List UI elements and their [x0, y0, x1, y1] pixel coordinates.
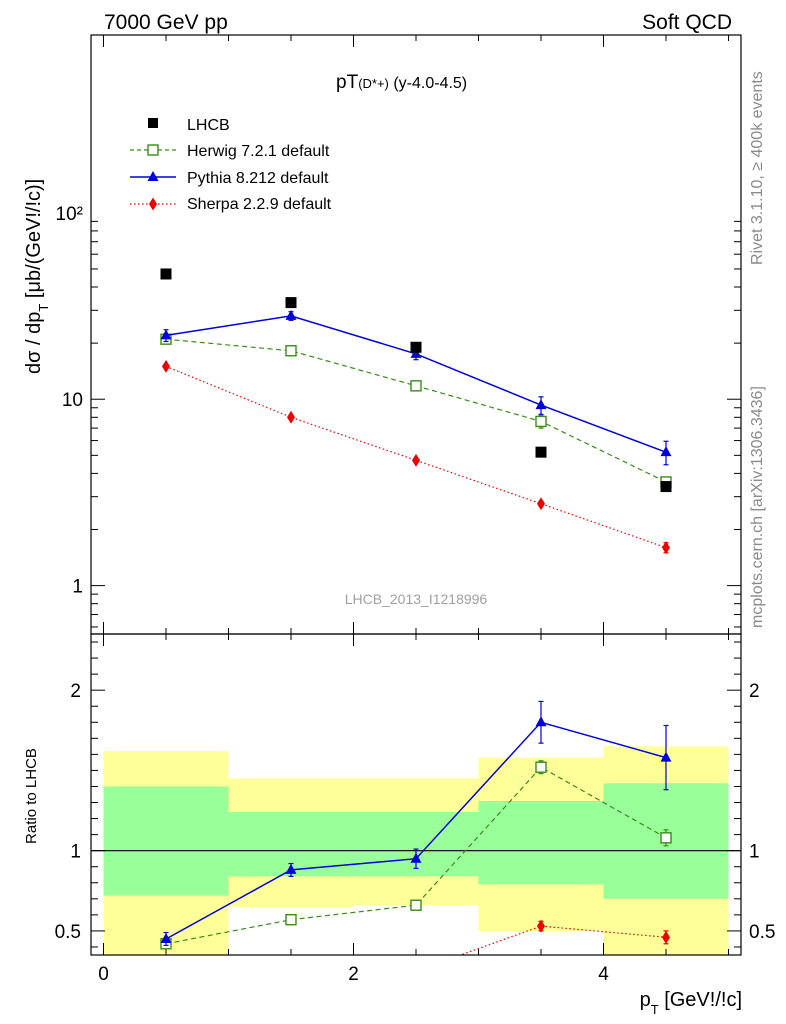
- legend: LHCB Herwig 7.2.1 default Pythia 8.212 d…: [130, 117, 332, 213]
- ratio-ticks: 0 2 4 0.5 0.5 1 1 2 2: [55, 634, 775, 985]
- ratio-xlabel-sub: T: [651, 1002, 659, 1017]
- ratio-point-herwig: [660, 832, 672, 844]
- ratio-point-pythia: [660, 751, 672, 762]
- ratio-point-herwig: [285, 913, 297, 926]
- main-title-tail: (y-4.0-4.5): [389, 75, 467, 92]
- rivet-version-label: Rivet 3.1.10, ≥ 400k events: [749, 71, 766, 265]
- ratio-point-herwig: [410, 899, 422, 911]
- main-series-data: [160, 268, 672, 493]
- legend-marker-triangle: [147, 171, 159, 181]
- ratio-point-sherpa: [412, 965, 420, 978]
- ratio-ytick-label-right: 2: [749, 681, 760, 702]
- ratio-band-inner: [103, 786, 229, 896]
- legend-entry-data: LHCB: [148, 117, 230, 134]
- ratio-xlabel: pT [GeV!/!c]: [640, 989, 742, 1017]
- ratio-point-pythia: [410, 852, 422, 863]
- main-point-pythia: [660, 446, 672, 457]
- ratio-line-sherpa: [458, 925, 667, 955]
- ratio-ylabel: Ratio to LHCB: [23, 748, 40, 844]
- legend-label-herwig: Herwig 7.2.1 default: [187, 143, 330, 160]
- legend-marker-diamond: [149, 197, 157, 211]
- main-title-main: pT: [336, 72, 359, 93]
- ratio-frame: [90, 633, 742, 956]
- energy-label: 7000 GeV pp: [104, 11, 228, 34]
- main-point-pythia: [160, 329, 172, 340]
- main-ylabel: dσ / dpT [μb/(GeV!/!c)]: [23, 179, 51, 374]
- main-title: pT(D*+) (y-4.0-4.5): [336, 72, 467, 93]
- main-point-pythia: [410, 347, 422, 358]
- ratio-point-herwig: [535, 761, 547, 773]
- main-point-sherpa: [287, 410, 295, 424]
- main-point-sherpa: [662, 541, 670, 555]
- ratio-xtick-label: 4: [598, 964, 609, 985]
- process-label: Soft QCD: [642, 11, 732, 34]
- main-point-herwig: [410, 380, 422, 392]
- ratio-band-inner: [478, 800, 604, 885]
- main-ytick-label: 10²: [56, 204, 83, 225]
- main-ylabel-tail: [μb/(GeV!/!c)]: [23, 179, 45, 304]
- ratio-panel: 0 2 4 0.5 0.5 1 1 2 2 Ratio to LHCB pT [GeV!/!c]: [23, 633, 775, 1017]
- main-plot-area: [160, 268, 672, 555]
- ratio-point-pythia: [285, 863, 297, 874]
- ratio-ytick-label-left: 0.5: [55, 922, 81, 943]
- main-point-pythia: [535, 399, 547, 410]
- main-point-sherpa: [412, 453, 420, 467]
- ratio-point-pythia: [535, 716, 547, 727]
- main-panel: 1 10 10² pT(D*+) (y-4.0-4.5) dσ / dpT [μb/…: [23, 34, 742, 635]
- legend-entry-herwig: Herwig 7.2.1 default: [130, 143, 330, 160]
- main-point-herwig: [285, 345, 297, 357]
- main-point-data: [535, 446, 547, 458]
- main-point-data: [285, 297, 297, 309]
- main-point-herwig: [535, 415, 547, 428]
- main-series-sherpa: [162, 359, 670, 555]
- main-point-sherpa: [162, 359, 170, 373]
- main-ylabel-sub: T: [36, 304, 51, 312]
- ratio-xtick-label: 0: [98, 964, 109, 985]
- ratio-line-herwig: [165, 766, 667, 945]
- main-point-pythia: [285, 309, 297, 320]
- ratio-point-sherpa: [662, 930, 670, 944]
- legend-label-data: LHCB: [187, 117, 230, 134]
- ratio-ytick-label-right: 0.5: [749, 922, 775, 943]
- ratio-xtick-label: 2: [348, 964, 359, 985]
- ratio-series-pythia: [160, 700, 672, 946]
- main-point-data: [160, 268, 172, 280]
- main-ticks: 1 10 10²: [56, 35, 741, 634]
- ratio-ytick-label-right: 1: [749, 842, 760, 863]
- legend-label-pythia: Pythia 8.212 default: [187, 170, 329, 187]
- source-label: mcplots.cern.ch [arXiv:1306.3436]: [749, 386, 766, 628]
- main-ytick-label: 10: [62, 390, 83, 411]
- ratio-ytick-label-left: 1: [70, 842, 81, 863]
- legend-marker-open-square: [147, 144, 159, 156]
- legend-entry-sherpa: Sherpa 2.2.9 default: [130, 196, 332, 213]
- ratio-point-sherpa: [537, 919, 545, 933]
- ratio-xlabel-tail: [GeV!/!c]: [659, 989, 742, 1011]
- ratio-bands: [91, 746, 741, 955]
- legend-entry-pythia: Pythia 8.212 default: [130, 170, 329, 187]
- analysis-watermark: LHCB_2013_I1218996: [345, 591, 488, 607]
- main-point-data: [410, 341, 422, 353]
- ratio-ytick-label-left: 2: [70, 681, 81, 702]
- legend-label-sherpa: Sherpa 2.2.9 default: [187, 196, 332, 213]
- ratio-point-pythia: [160, 932, 172, 943]
- ratio-xlabel-main: p: [640, 989, 651, 1011]
- legend-marker-square: [148, 118, 158, 128]
- main-point-sherpa: [537, 497, 545, 511]
- main-point-data: [660, 481, 672, 493]
- main-ytick-label: 1: [72, 577, 83, 598]
- main-title-sub: (D*+): [358, 76, 389, 91]
- main-ylabel-main: dσ / dp: [23, 312, 45, 374]
- ratio-point-sherpa: [287, 966, 295, 979]
